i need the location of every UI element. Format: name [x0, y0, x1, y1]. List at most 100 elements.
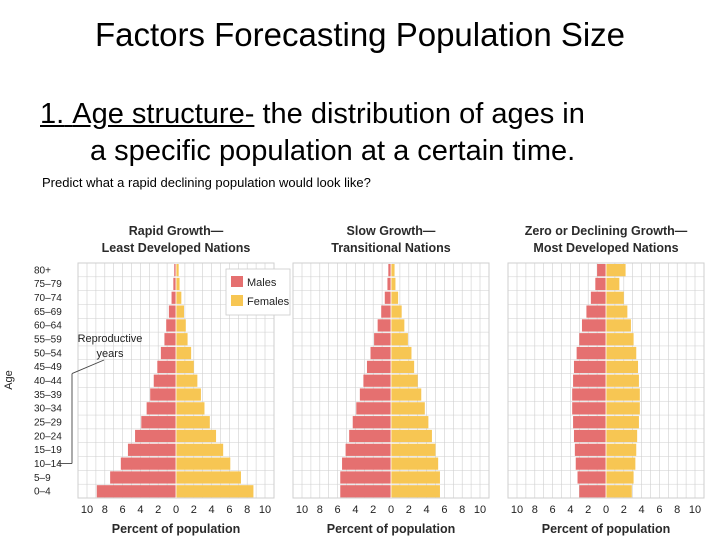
reproductive-pointer	[71, 359, 105, 375]
bar-females	[606, 429, 638, 443]
x-tick-label: 4	[567, 504, 573, 516]
age-group-label: 65–69	[34, 307, 62, 318]
point-text-2: a specific population at a certain time.	[90, 135, 576, 167]
bar-females	[391, 457, 439, 470]
point-number: 1.	[40, 98, 65, 130]
panel-title-line2: Transitional Nations	[331, 241, 451, 255]
bar-females	[176, 333, 188, 346]
bar-males	[352, 416, 391, 429]
x-tick-label: 6	[226, 504, 232, 516]
bar-males	[340, 485, 391, 498]
bar-males	[349, 429, 391, 443]
bar-males	[384, 291, 391, 304]
bar-males	[377, 319, 391, 332]
bar-males	[573, 360, 606, 373]
bar-females	[391, 360, 415, 373]
bar-females	[391, 471, 440, 484]
bar-males	[146, 402, 176, 415]
bar-males	[120, 457, 176, 470]
bar-females	[606, 319, 631, 332]
age-group-label: 35–39	[34, 390, 62, 401]
slide-title: Factors Forecasting Population Size	[94, 16, 626, 53]
bar-females	[391, 374, 418, 387]
bar-females	[391, 277, 396, 291]
bar-males	[127, 443, 176, 456]
bar-females	[606, 305, 628, 318]
bar-males	[345, 443, 391, 456]
bar-females	[391, 305, 402, 318]
x-axis-label: Percent of population	[542, 522, 670, 536]
bar-females	[606, 291, 624, 304]
age-group-label: 40–44	[34, 376, 62, 387]
x-tick-label: 2	[191, 504, 197, 516]
bar-males	[573, 416, 606, 429]
panel-title-line2: Most Developed Nations	[533, 241, 678, 255]
bar-females	[391, 485, 440, 498]
bar-females	[391, 333, 408, 346]
bar-females	[391, 443, 436, 456]
x-axis-label: Percent of population	[327, 522, 455, 536]
bar-females	[176, 346, 192, 360]
bar-males	[575, 457, 606, 470]
prompt-text: Predict what a rapid declining populatio…	[42, 175, 371, 190]
x-tick-label: 4	[639, 504, 645, 516]
bar-females	[391, 319, 405, 332]
x-tick-label: 6	[656, 504, 662, 516]
bar-males	[171, 291, 176, 304]
bar-males	[135, 429, 176, 443]
age-group-label: 20–24	[34, 431, 62, 442]
x-tick-label: 10	[296, 504, 308, 516]
age-group-label: 60–64	[34, 321, 62, 332]
annotation-line1: Reproductive	[78, 333, 143, 345]
age-group-label: 15–19	[34, 445, 62, 456]
x-tick-label: 2	[155, 504, 161, 516]
bar-males	[388, 264, 391, 277]
bar-females	[606, 471, 634, 484]
x-tick-label: 8	[317, 504, 323, 516]
bar-males	[572, 388, 606, 401]
age-group-label: 30–34	[34, 404, 62, 415]
x-tick-label: 8	[532, 504, 538, 516]
bar-males	[168, 305, 176, 318]
bar-females	[391, 429, 432, 443]
x-tick-label: 10	[689, 504, 701, 516]
bar-females	[176, 416, 210, 429]
x-tick-label: 0	[388, 504, 394, 516]
bar-males	[579, 333, 606, 346]
bar-females	[391, 402, 425, 415]
bar-males	[157, 360, 176, 373]
x-tick-label: 8	[674, 504, 680, 516]
age-group-label: 55–59	[34, 335, 62, 346]
panel-title-line2: Least Developed Nations	[102, 241, 251, 255]
x-tick-label: 10	[81, 504, 93, 516]
legend-label-males: Males	[247, 277, 277, 289]
bar-males	[110, 471, 176, 484]
bar-females	[176, 264, 179, 277]
x-tick-label: 8	[102, 504, 108, 516]
panel-title-line1: Zero or Declining Growth—	[525, 224, 688, 238]
legend-swatch-males	[231, 276, 243, 287]
age-group-label: 50–54	[34, 348, 62, 359]
x-tick-label: 6	[550, 504, 556, 516]
point-text-1: the distribution of ages in	[254, 98, 585, 130]
age-group-label: 45–49	[34, 362, 62, 373]
x-tick-label: 2	[621, 504, 627, 516]
bar-males	[374, 333, 391, 346]
age-group-label: 0–4	[34, 487, 51, 498]
bar-females	[176, 291, 182, 304]
x-tick-label: 4	[137, 504, 143, 516]
bar-males	[573, 429, 606, 443]
bar-females	[606, 443, 637, 456]
panel-title-line1: Rapid Growth—	[129, 224, 224, 238]
bar-males	[141, 416, 176, 429]
x-tick-label: 2	[585, 504, 591, 516]
bar-females	[176, 402, 205, 415]
bar-males	[573, 374, 606, 387]
bar-males	[164, 333, 176, 346]
age-group-label: 75–79	[34, 279, 62, 290]
bar-females	[176, 360, 194, 373]
bar-males	[597, 264, 606, 277]
bar-males	[595, 277, 606, 291]
bar-females	[176, 443, 224, 456]
